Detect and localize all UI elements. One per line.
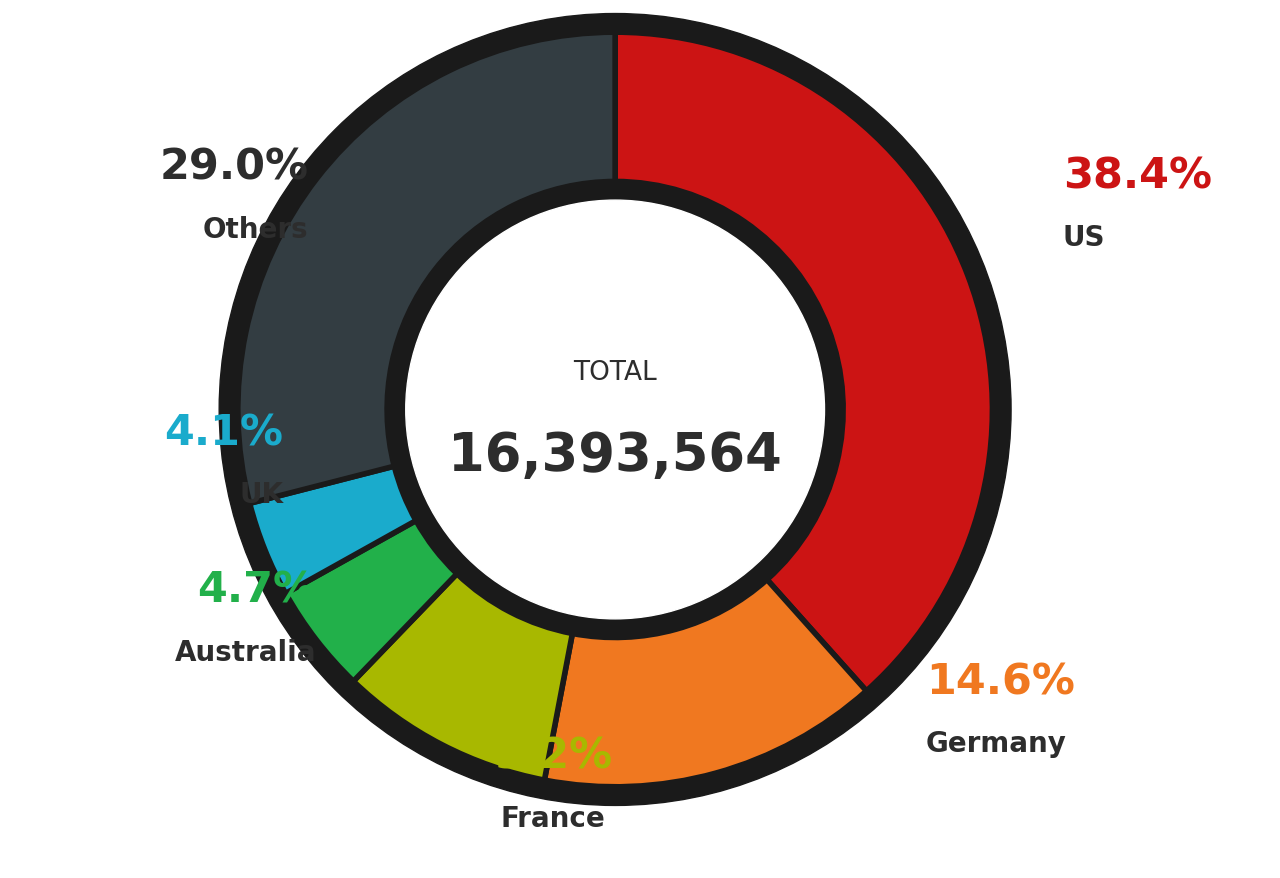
Wedge shape [544, 579, 867, 787]
Wedge shape [238, 33, 616, 504]
Text: TOTAL: TOTAL [573, 360, 657, 385]
Text: 29.0%: 29.0% [159, 147, 308, 189]
Text: US: US [1062, 224, 1106, 252]
Text: 4.1%: 4.1% [164, 412, 283, 454]
Text: Others: Others [202, 216, 308, 244]
Wedge shape [285, 521, 457, 681]
Wedge shape [353, 574, 572, 781]
Wedge shape [250, 466, 416, 594]
Text: France: France [500, 804, 605, 832]
Text: 38.4%: 38.4% [1062, 155, 1212, 197]
Wedge shape [616, 33, 992, 691]
Circle shape [406, 201, 824, 619]
Text: UK: UK [239, 481, 283, 509]
Text: Australia: Australia [175, 638, 316, 666]
Text: 16,393,564: 16,393,564 [448, 429, 782, 481]
Text: 4.7%: 4.7% [197, 569, 316, 611]
Text: 9.2%: 9.2% [493, 735, 613, 777]
Circle shape [406, 201, 824, 619]
Circle shape [219, 15, 1011, 805]
Text: Germany: Germany [925, 730, 1068, 758]
Text: 14.6%: 14.6% [925, 660, 1075, 702]
